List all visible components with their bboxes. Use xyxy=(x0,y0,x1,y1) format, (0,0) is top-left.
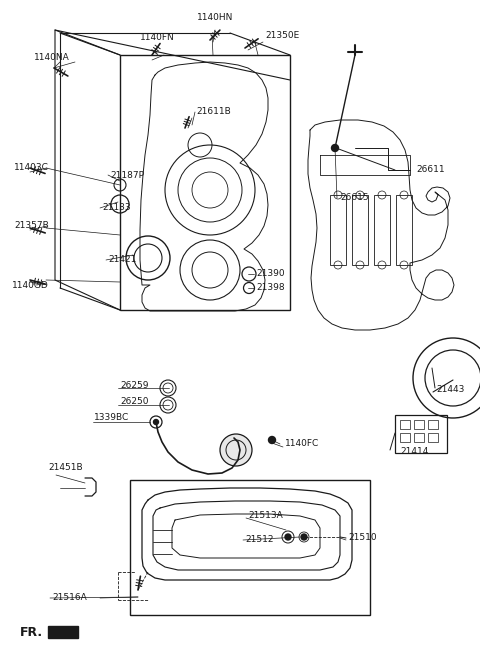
Circle shape xyxy=(268,436,276,443)
Text: 21357B: 21357B xyxy=(14,222,49,230)
Polygon shape xyxy=(48,626,78,638)
Text: 26259: 26259 xyxy=(120,380,148,390)
Text: 21510: 21510 xyxy=(348,533,377,543)
Text: 1140FN: 1140FN xyxy=(140,33,174,42)
Bar xyxy=(400,433,410,442)
Bar xyxy=(396,195,412,265)
Circle shape xyxy=(301,534,307,540)
Bar xyxy=(352,195,368,265)
Text: FR.: FR. xyxy=(20,626,43,638)
Text: 21512: 21512 xyxy=(245,535,274,544)
Bar xyxy=(130,480,370,615)
Text: 21133: 21133 xyxy=(102,203,131,213)
Text: 21187P: 21187P xyxy=(110,171,144,180)
Bar xyxy=(120,55,290,310)
Text: 1140FC: 1140FC xyxy=(285,440,319,449)
Circle shape xyxy=(220,434,252,466)
Text: 21390: 21390 xyxy=(256,270,285,279)
Text: 21451B: 21451B xyxy=(48,464,83,472)
Text: 21611B: 21611B xyxy=(196,108,231,117)
Bar xyxy=(428,433,438,442)
Bar xyxy=(395,415,447,453)
Bar xyxy=(414,433,424,442)
Circle shape xyxy=(332,144,338,152)
Text: 21516A: 21516A xyxy=(52,594,87,602)
Text: 1140NA: 1140NA xyxy=(34,53,70,62)
Text: 1339BC: 1339BC xyxy=(94,413,129,422)
Circle shape xyxy=(154,419,158,424)
Text: 21350E: 21350E xyxy=(265,30,299,39)
Bar xyxy=(414,420,424,429)
Bar xyxy=(330,195,346,265)
Text: 11403C: 11403C xyxy=(14,163,49,173)
Bar xyxy=(374,195,390,265)
Bar xyxy=(428,420,438,429)
Text: 26611: 26611 xyxy=(416,165,444,174)
Text: 21414: 21414 xyxy=(400,447,428,457)
Text: 1140GD: 1140GD xyxy=(12,281,49,289)
Text: 21421: 21421 xyxy=(108,255,136,264)
Text: 21443: 21443 xyxy=(436,386,464,394)
Circle shape xyxy=(285,534,291,540)
Bar xyxy=(400,420,410,429)
Text: 1140HN: 1140HN xyxy=(197,13,233,22)
Text: 26250: 26250 xyxy=(120,398,148,407)
Text: 21398: 21398 xyxy=(256,283,285,293)
Text: 26615: 26615 xyxy=(340,194,369,203)
Text: 21513A: 21513A xyxy=(248,510,283,520)
